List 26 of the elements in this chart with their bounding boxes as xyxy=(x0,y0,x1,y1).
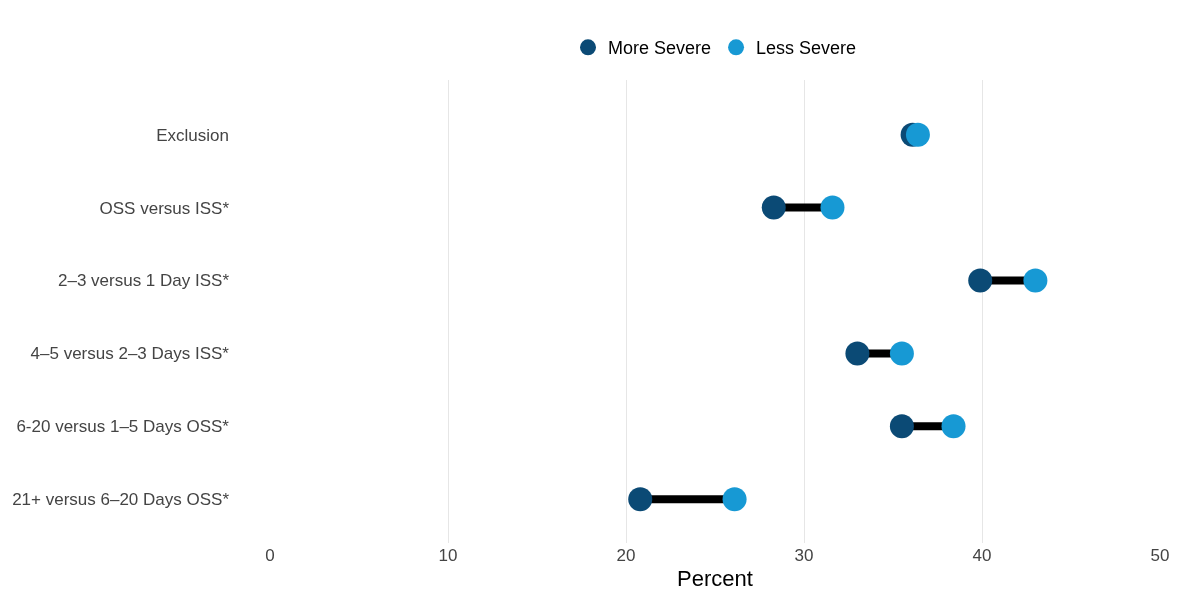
x-tick-label: 40 xyxy=(972,546,992,565)
point xyxy=(941,414,966,439)
point xyxy=(761,195,786,220)
x-tick-label: 10 xyxy=(438,546,458,565)
y-tick-label: OSS versus ISS* xyxy=(99,198,230,218)
point xyxy=(889,414,914,439)
point xyxy=(905,122,930,147)
y-tick-label: Exclusion xyxy=(156,125,229,145)
point xyxy=(845,341,870,366)
x-tick-label: 30 xyxy=(794,546,814,565)
y-tick-label: 4–5 versus 2–3 Days ISS* xyxy=(30,344,230,364)
legend-label: Less Severe xyxy=(756,38,857,59)
point xyxy=(1023,268,1048,293)
y-tick-label: 2–3 versus 1 Day ISS* xyxy=(57,271,230,291)
point xyxy=(628,487,653,512)
x-tick-label: 50 xyxy=(1150,546,1170,565)
point xyxy=(968,268,993,293)
x-tick-label: 20 xyxy=(616,546,636,565)
x-tick-label: 0 xyxy=(265,546,275,565)
y-tick-label: 21+ versus 6–20 Days OSS* xyxy=(12,490,230,510)
point xyxy=(889,341,914,366)
legend-label: More Severe xyxy=(608,38,712,59)
x-axis-title: Percent xyxy=(677,565,753,591)
y-tick-label: 6-20 versus 1–5 Days OSS* xyxy=(16,417,230,437)
point xyxy=(820,195,845,220)
point xyxy=(722,487,747,512)
